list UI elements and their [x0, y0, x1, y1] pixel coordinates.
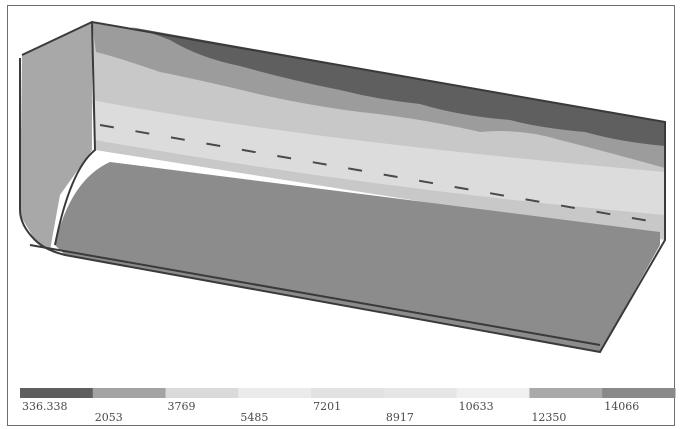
plate-edge-lower	[29, 244, 601, 346]
legend-tick-label: 14066	[604, 400, 640, 413]
side-wall-dark-band	[130, 27, 665, 146]
legend-tick-label: 2053	[94, 411, 123, 424]
legend-tick-label: 5485	[240, 411, 269, 424]
end-plate	[20, 22, 92, 250]
weld-line	[99, 124, 656, 223]
legend-tick-label: 7201	[313, 400, 342, 413]
plate-edge-outline	[19, 20, 666, 354]
bottom-plate	[55, 162, 660, 352]
legend-tick-label: 10633	[458, 400, 494, 413]
plate-edge-inner	[54, 21, 97, 246]
legend-tick-label: 8917	[385, 411, 414, 424]
side-wall-lightest	[92, 100, 665, 215]
legend-tick-label: 336.338	[22, 400, 68, 413]
legend-tick-label: 12350	[531, 411, 567, 424]
legend-tick-label: 3769	[167, 400, 196, 413]
fe-model-viewport	[19, 20, 666, 354]
